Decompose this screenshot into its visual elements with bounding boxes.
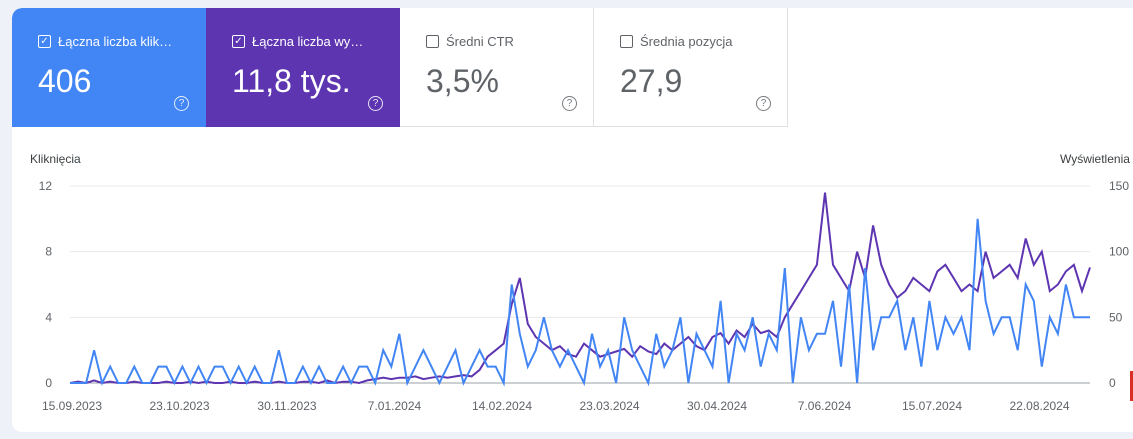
x-tick-label: 7.01.2024 [368,399,422,413]
metric-value: 3,5% [426,63,499,99]
metric-label-row: ✓ Łączna liczba klik… [38,34,172,49]
metric-label-row: Średni CTR [426,34,514,49]
left-tick-label: 0 [45,376,52,390]
metric-label: Średnia pozycja [640,34,733,49]
x-tick-label: 15.07.2024 [902,399,962,413]
right-tick-label: 150 [1109,179,1129,193]
x-tick-label: 23.10.2023 [149,399,209,413]
checkbox-unchecked-icon[interactable] [426,35,439,48]
clicks-line[interactable] [70,218,1090,387]
left-tick-label: 4 [45,310,52,324]
performance-chart[interactable]: Kliknięcia Wyświetlenia 0 0 4 50 8 100 12 150 15… [12,148,1133,418]
impressions-line[interactable] [69,192,1091,385]
error-marker [1130,371,1133,401]
metric-tile-ctr[interactable]: Średni CTR 3,5% ? [400,8,594,127]
metric-value: 406 [38,63,92,99]
x-tick-label: 15.09.2023 [42,399,102,413]
metric-value: 27,9 [620,63,683,99]
metric-tiles: ✓ Łączna liczba klik… 406 ? ✓ Łączna lic… [12,8,788,127]
checkbox-unchecked-icon[interactable] [620,35,633,48]
right-axis-title: Wyświetlenia [1060,152,1130,166]
metric-label: Łączna liczba wy… [252,34,364,49]
x-tick-label: 14.02.2024 [472,399,532,413]
metric-tile-clicks[interactable]: ✓ Łączna liczba klik… 406 ? [12,8,206,127]
checkbox-checked-icon[interactable]: ✓ [232,35,245,48]
right-tick-label: 100 [1109,245,1129,259]
metric-label: Łączna liczba klik… [58,34,173,49]
x-tick-label: 30.11.2023 [257,399,316,413]
right-tick-label: 0 [1109,376,1116,390]
metric-label: Średni CTR [446,34,514,49]
performance-card: ✓ Łączna liczba klik… 406 ? ✓ Łączna lic… [12,8,1133,432]
metric-tile-position[interactable]: Średnia pozycja 27,9 ? [594,8,788,127]
metric-label-row: ✓ Łączna liczba wy… [232,34,363,49]
left-tick-label: 12 [39,179,53,193]
x-tick-label: 7.06.2024 [798,399,852,413]
help-icon[interactable]: ? [756,96,771,111]
left-axis-title: Kliknięcia [30,152,81,166]
left-tick-label: 8 [45,245,52,259]
x-tick-label: 22.08.2024 [1009,399,1069,413]
metric-tile-impressions[interactable]: ✓ Łączna liczba wy… 11,8 tys. ? [206,8,400,127]
help-icon[interactable]: ? [562,96,577,111]
x-tick-label: 30.04.2024 [687,399,747,413]
checkbox-checked-icon[interactable]: ✓ [38,35,51,48]
x-tick-label: 23.03.2024 [579,399,639,413]
metric-value: 11,8 tys. [232,63,351,99]
help-icon[interactable]: ? [174,96,189,111]
help-icon[interactable]: ? [368,96,383,111]
right-tick-label: 50 [1109,310,1123,324]
metric-label-row: Średnia pozycja [620,34,733,49]
